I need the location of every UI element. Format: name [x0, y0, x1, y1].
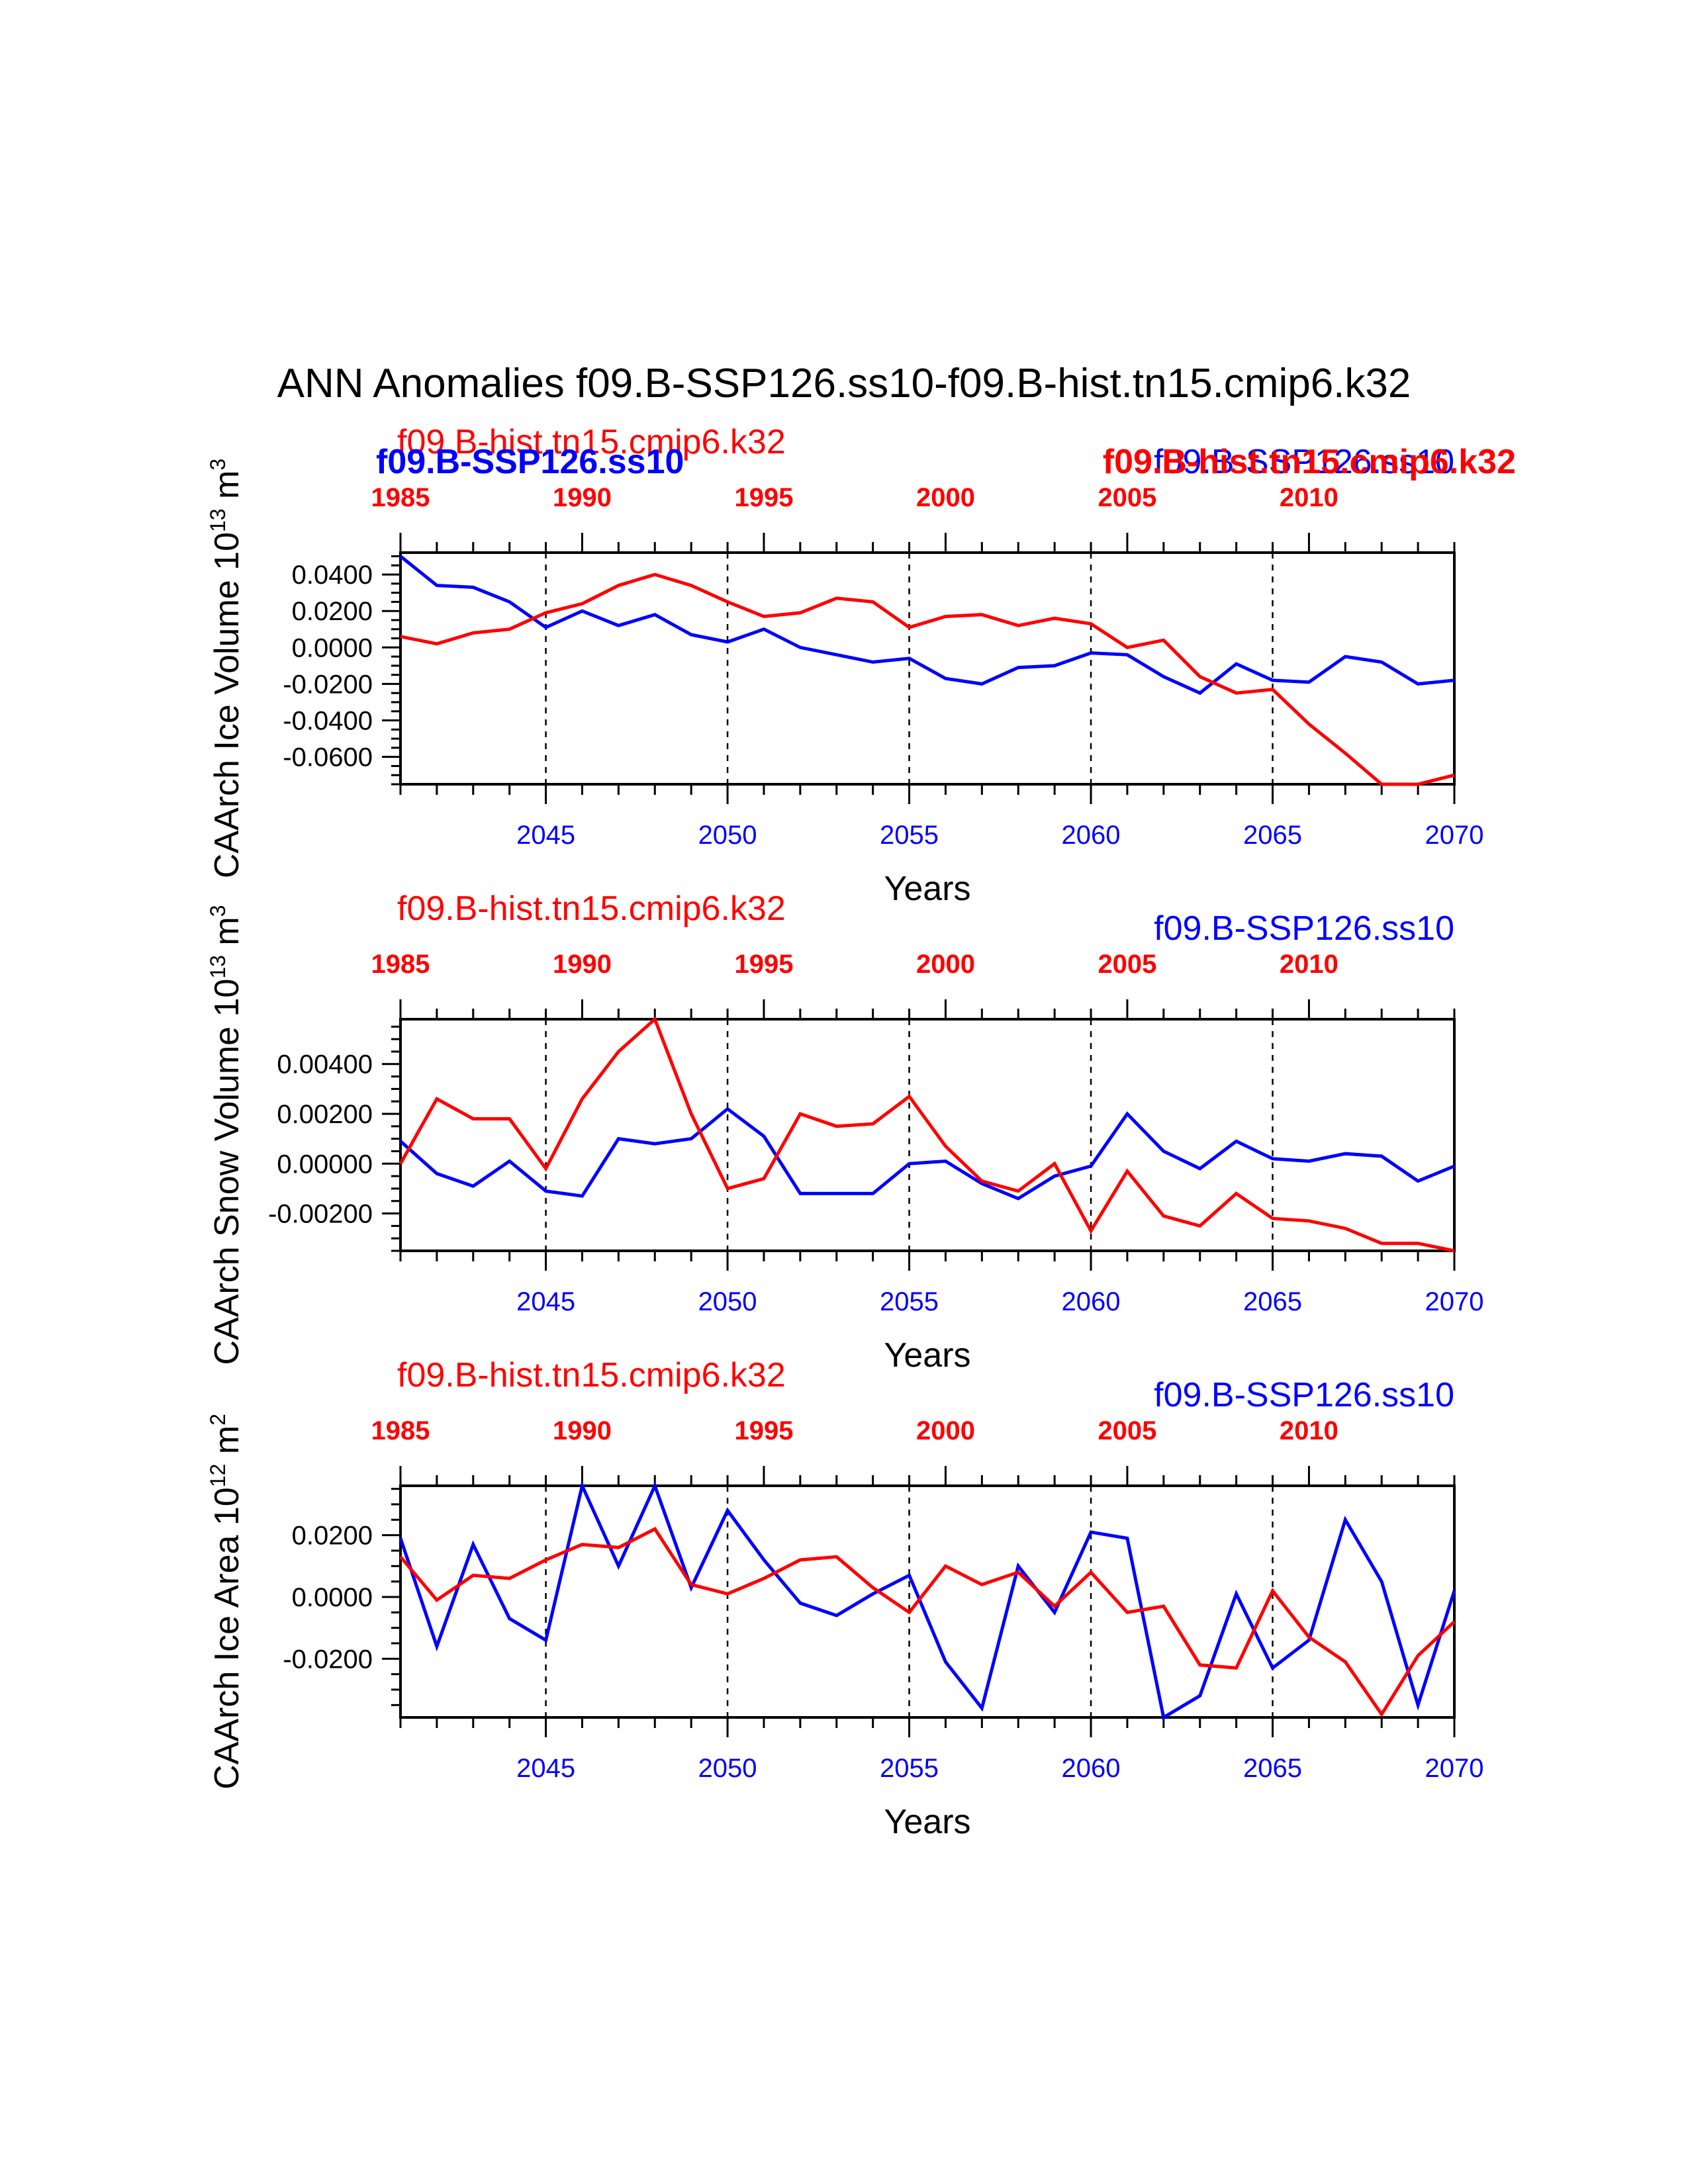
y-axis-title-part: m: [208, 1426, 246, 1464]
top-x-tick-label: 1985: [371, 1416, 430, 1445]
control-label-left: f09.B-hist.tn15.cmip6.k32: [397, 423, 786, 461]
series-line-case: [399, 1480, 1456, 1720]
control-label-left: f09.B-hist.tn15.cmip6.k32: [397, 889, 786, 928]
chart-panel-3: 2045 2050 2055 2060 2065 2070 1985 1990 1995 2000…: [206, 1356, 1483, 1841]
top-x-tick-label: 2005: [1098, 483, 1156, 512]
x-tick-label: 2070: [1425, 1754, 1484, 1783]
x-tick-label: 2050: [698, 821, 757, 850]
case-label-right: f09.B-SSP126.ss10: [1154, 909, 1454, 948]
series-line-control: [400, 572, 1455, 786]
x-tick-label: 2055: [880, 1754, 939, 1783]
x-tick-label: 2055: [880, 1287, 939, 1316]
x-axis-title: Years: [884, 870, 970, 908]
plot-frame: [399, 1484, 1456, 1719]
series-line-case: [399, 1107, 1455, 1201]
x-tick-label: 2050: [698, 1754, 757, 1783]
x-tick-label: 2065: [1243, 1754, 1302, 1783]
y-tick-label: -0.0600: [283, 743, 373, 772]
top-x-tick-label: 1985: [371, 483, 430, 512]
y-axis-title-part: 13: [206, 955, 230, 979]
x-tick-label: 2060: [1062, 821, 1121, 850]
figure-title: ANN Anomalies f09.B-SSP126.ss10-f09.B-hi…: [277, 361, 1411, 406]
plot-frame: [399, 1018, 1456, 1252]
y-axis-title-part: m: [208, 471, 246, 509]
y-axis-title-part: 3: [206, 459, 230, 471]
case-label-left-bold: f09.B-SSP126.ss10: [376, 443, 684, 481]
top-x-tick-label: 2005: [1098, 950, 1156, 979]
y-axis-title-part: CAArch Snow Volume 10: [208, 979, 246, 1365]
x-tick-label: 2065: [1243, 821, 1302, 850]
x-axis-title: Years: [884, 1336, 970, 1375]
chart-panel-1: 2045 2050 2055 2060 2065 2070 1985 1990 1995 2000…: [206, 423, 1516, 908]
y-axis-title: CAArch Snow Volume 1013 m3: [206, 905, 246, 1365]
top-x-tick-label: 2005: [1098, 1416, 1156, 1445]
top-x-tick-label: 1995: [734, 483, 793, 512]
y-tick-label: 0.0000: [292, 633, 373, 662]
x-tick-label: 2060: [1062, 1287, 1121, 1316]
control-label-left: f09.B-hist.tn15.cmip6.k32: [397, 1356, 786, 1394]
x-tick-label: 2060: [1062, 1754, 1121, 1783]
y-tick-label: 0.00400: [277, 1050, 373, 1079]
y-axis-title-part: 2: [206, 1414, 230, 1426]
y-axis-title: CAArch Ice Volume 1013 m3: [206, 459, 246, 878]
plot-frame: [399, 551, 1456, 786]
y-tick-label: -0.0400: [283, 707, 373, 736]
y-axis-title-part: 13: [206, 508, 230, 532]
top-x-tick-label: 2000: [916, 483, 975, 512]
top-x-tick-label: 1995: [734, 1416, 793, 1445]
top-x-tick-label: 1990: [553, 1416, 612, 1445]
panels-container: 2045 2050 2055 2060 2065 2070 1985 1990 1995 2000…: [206, 423, 1516, 1841]
top-x-tick-label: 2010: [1280, 483, 1338, 512]
x-tick-label: 2045: [516, 1754, 575, 1783]
y-axis-title-part: CAArch Ice Area 10: [208, 1487, 246, 1790]
x-tick-label: 2055: [880, 821, 939, 850]
y-tick-label: -0.0200: [283, 1645, 373, 1674]
x-tick-label: 2065: [1243, 1287, 1302, 1316]
y-tick-label: -0.0200: [283, 670, 373, 699]
x-axis-title: Years: [884, 1803, 970, 1841]
top-x-tick-label: 1990: [553, 950, 612, 979]
y-axis-title-part: CAArch Ice Volume 10: [208, 532, 246, 878]
series-line-control: [399, 1527, 1456, 1717]
top-x-tick-label: 2000: [916, 1416, 975, 1445]
top-x-tick-label: 1995: [734, 950, 793, 979]
y-tick-label: 0.0200: [292, 1522, 373, 1551]
x-tick-label: 2050: [698, 1287, 757, 1316]
x-tick-label: 2045: [516, 821, 575, 850]
case-label-right: f09.B-SSP126.ss10: [1154, 443, 1454, 481]
case-label-right: f09.B-SSP126.ss10: [1154, 1376, 1454, 1414]
x-tick-label: 2070: [1425, 1287, 1484, 1316]
y-tick-label: 0.0200: [292, 597, 373, 626]
y-tick-label: 0.00000: [277, 1150, 373, 1179]
x-tick-label: 2070: [1425, 821, 1484, 850]
y-tick-label: 0.0000: [292, 1583, 373, 1612]
top-x-tick-label: 2010: [1280, 950, 1338, 979]
series-line-case: [399, 555, 1455, 696]
y-axis-title-part: 12: [206, 1464, 230, 1488]
x-tick-label: 2045: [516, 1287, 575, 1316]
series-line-control: [399, 1016, 1455, 1253]
y-axis-title-part: 3: [206, 905, 230, 917]
chart-panel-2: 2045 2050 2055 2060 2065 2070 1985 1990 1995 2000…: [206, 889, 1483, 1375]
y-tick-label: -0.00200: [268, 1200, 373, 1229]
top-x-tick-label: 1990: [553, 483, 612, 512]
control-label-right-bold: f09.B-hist.tn15.cmip6.k32: [1103, 443, 1516, 481]
top-x-tick-label: 2000: [916, 950, 975, 979]
top-x-tick-label: 2010: [1280, 1416, 1338, 1445]
top-x-tick-label: 1985: [371, 950, 430, 979]
y-tick-label: 0.00200: [277, 1100, 373, 1129]
y-tick-label: 0.0400: [292, 561, 373, 590]
y-axis-title-part: m: [208, 917, 246, 955]
y-axis-title: CAArch Ice Area 1012 m2: [206, 1414, 246, 1790]
